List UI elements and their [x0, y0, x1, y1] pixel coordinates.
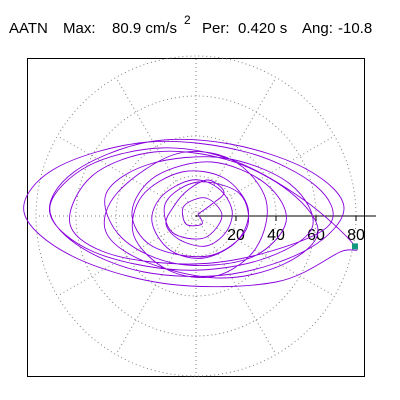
max-value: 80.9 cm/s [112, 20, 178, 37]
radial-tick-label-60: 60 [307, 227, 325, 244]
period-label: Per: [202, 20, 230, 37]
max-label: Max: [63, 20, 96, 37]
station-code: AATN [9, 20, 48, 37]
peak-marker [352, 243, 358, 250]
plot-header: AATN Max: 80.9 cm/s 2 Per: 0.420 s Ang: … [0, 0, 400, 42]
plot-frame [27, 58, 365, 377]
angle-label: Ang: [302, 20, 333, 37]
grid-spoke-60 [195, 77, 277, 217]
acceleration-orbit-trace [23, 138, 358, 288]
angle-value: -10.8 [338, 20, 373, 37]
motion-trace-layer [23, 138, 358, 288]
grid-spoke-120 [115, 77, 197, 217]
radial-tick-label-40: 40 [267, 227, 285, 244]
grid-spoke-330 [195, 215, 335, 297]
radial-tick-label-20: 20 [227, 227, 245, 244]
grid-spoke-240 [115, 215, 197, 355]
period-value: 0.420 s [238, 20, 288, 37]
grid-spoke-300 [195, 215, 277, 355]
max-unit-exponent: 2 [184, 13, 191, 27]
grid-spoke-150 [57, 135, 197, 217]
grid-spoke-210 [57, 215, 197, 297]
radial-tick-label-80: 80 [347, 227, 365, 244]
